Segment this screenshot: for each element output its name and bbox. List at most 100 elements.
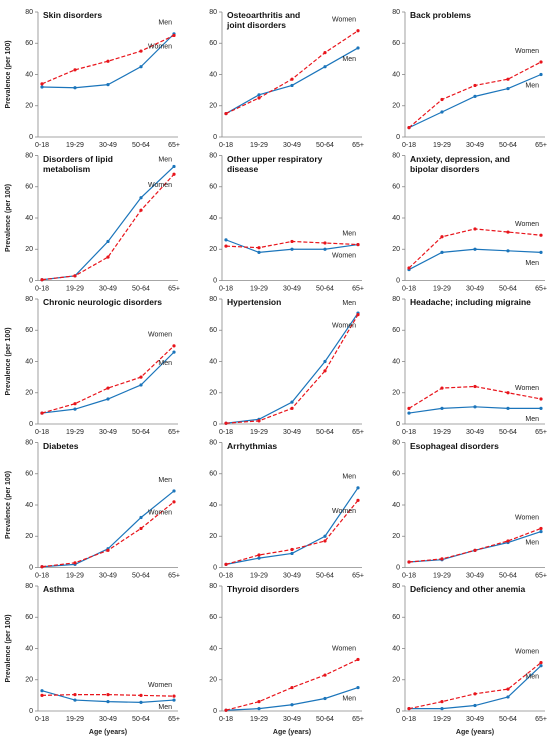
y-tick-label: 60 <box>392 40 400 47</box>
data-point <box>40 693 44 697</box>
y-tick-label: 20 <box>392 246 400 253</box>
data-point <box>224 708 228 712</box>
data-point <box>224 111 228 116</box>
data-point <box>539 664 543 668</box>
data-point <box>139 700 143 705</box>
y-tick-label: 40 <box>209 502 217 509</box>
data-point <box>506 230 510 234</box>
series-line <box>41 490 175 568</box>
x-tick-label: 65+ <box>352 572 364 579</box>
y-tick-label: 80 <box>209 296 217 303</box>
y-tick-label: 20 <box>209 246 217 253</box>
data-point <box>356 242 360 247</box>
series-label: Men <box>158 20 172 27</box>
series-line <box>408 73 542 129</box>
y-tick-label: 40 <box>209 645 217 652</box>
data-point <box>73 698 77 702</box>
data-point <box>323 369 327 373</box>
data-point <box>290 83 294 88</box>
y-tick-label: 0 <box>213 134 217 141</box>
data-point <box>440 386 444 390</box>
data-point <box>323 696 327 701</box>
data-point <box>290 406 294 410</box>
y-tick-label: 60 <box>209 327 217 334</box>
data-point <box>539 406 543 410</box>
y-tick-label: 40 <box>25 358 33 365</box>
x-tick-label: 19-29 <box>433 429 451 436</box>
y-tick-label: 60 <box>392 184 400 191</box>
data-point <box>290 247 294 251</box>
data-point <box>506 391 510 395</box>
series-label: Men <box>342 695 356 702</box>
data-point <box>440 250 444 254</box>
y-tick-label: 80 <box>392 439 400 446</box>
data-point <box>257 250 261 254</box>
y-tick-label: 40 <box>25 502 33 509</box>
data-point <box>323 534 327 538</box>
data-point <box>407 560 411 564</box>
data-point <box>172 164 176 169</box>
y-tick-label: 20 <box>25 677 33 684</box>
panel-title: Thyroid disorders <box>227 584 300 594</box>
y-tick-label: 0 <box>29 277 33 284</box>
x-tick-label: 65+ <box>352 716 364 723</box>
data-point <box>440 97 444 102</box>
x-tick-label: 0-18 <box>35 429 49 436</box>
data-point <box>440 700 444 704</box>
y-tick-label: 60 <box>25 614 33 621</box>
data-point <box>473 692 477 696</box>
series-label: Men <box>525 260 539 267</box>
data-point <box>290 703 294 707</box>
y-tick-label: 0 <box>396 708 400 715</box>
data-point <box>106 239 110 244</box>
x-tick-label: 30-49 <box>466 572 484 579</box>
y-tick-label: 80 <box>25 296 33 303</box>
data-point <box>539 233 543 237</box>
x-tick-label: 65+ <box>352 285 364 292</box>
data-point <box>106 692 110 697</box>
data-point <box>407 411 411 415</box>
series-label: Women <box>148 182 172 189</box>
series-label: Men <box>342 300 356 307</box>
data-point <box>40 689 44 693</box>
x-tick-label: 30-49 <box>283 285 301 292</box>
x-tick-label: 50-64 <box>132 429 150 436</box>
series-label: Men <box>525 674 539 681</box>
data-point <box>323 241 327 245</box>
data-point <box>290 239 294 244</box>
y-axis-label: Prevalence (per 100) <box>5 471 12 539</box>
data-point <box>257 556 261 560</box>
y-tick-label: 20 <box>25 246 33 253</box>
data-point <box>440 110 444 114</box>
series-label: Men <box>158 477 172 484</box>
y-tick-label: 40 <box>392 645 400 652</box>
data-point <box>356 29 360 33</box>
data-point <box>290 551 294 556</box>
y-tick-label: 20 <box>392 677 400 684</box>
x-tick-label: 0-18 <box>219 142 233 149</box>
y-tick-label: 60 <box>25 327 33 334</box>
series-line <box>41 345 175 414</box>
data-point <box>106 700 110 704</box>
panel-title: Arrhythmias <box>227 440 278 451</box>
y-tick-label: 40 <box>392 502 400 509</box>
x-tick-label: 19-29 <box>66 572 84 579</box>
y-tick-label: 80 <box>392 296 400 303</box>
x-tick-label: 19-29 <box>250 716 268 723</box>
series-line <box>225 30 359 115</box>
panel-title: Anxiety, depression, and bipolar disorde… <box>410 153 510 174</box>
data-point <box>172 172 176 176</box>
data-point <box>290 400 294 404</box>
data-point <box>139 208 143 212</box>
series-label: Women <box>515 514 539 521</box>
series-line <box>408 248 542 271</box>
data-point <box>473 405 477 409</box>
x-tick-label: 19-29 <box>250 285 268 292</box>
series-label: Men <box>158 360 172 367</box>
x-tick-label: 30-49 <box>99 572 117 579</box>
x-tick-label: 65+ <box>168 142 180 149</box>
data-point <box>407 406 411 410</box>
panel-title: Deficiency and other anemia <box>410 584 526 594</box>
y-tick-label: 20 <box>25 533 33 540</box>
data-point <box>539 526 543 531</box>
